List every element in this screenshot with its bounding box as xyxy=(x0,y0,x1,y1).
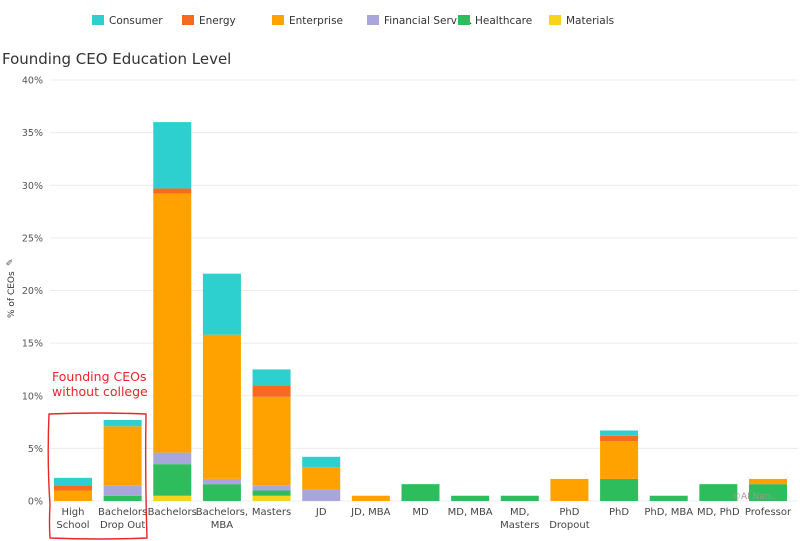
y-tick-label: 20% xyxy=(22,286,43,297)
legend[interactable]: Consumer Energy Enterprise Financial Servic… xyxy=(92,15,614,27)
y-tick-label: 30% xyxy=(22,181,43,192)
bar-segment[interactable] xyxy=(54,490,92,501)
x-tick-label: PhD xyxy=(609,507,629,518)
bar-segment[interactable] xyxy=(252,490,291,496)
bar-segment[interactable] xyxy=(153,452,192,465)
bar-segment[interactable] xyxy=(252,495,291,501)
bar-segment[interactable] xyxy=(600,441,639,479)
bar-segment[interactable] xyxy=(451,495,490,501)
x-tick-label: MD, Masters xyxy=(500,507,539,531)
y-tick-label: 35% xyxy=(22,128,43,139)
bar-segment[interactable] xyxy=(103,485,142,496)
x-tick-label: Bachelors xyxy=(148,507,197,518)
bar-segment[interactable] xyxy=(600,435,639,442)
x-tick-label: JD xyxy=(315,507,327,518)
bar-segment[interactable] xyxy=(401,484,440,501)
bar-segment[interactable] xyxy=(153,464,192,496)
bar-segment[interactable] xyxy=(749,484,787,501)
bar-segment[interactable] xyxy=(351,495,390,501)
bar-segment[interactable] xyxy=(153,495,192,501)
bar-segment[interactable] xyxy=(252,396,291,486)
bar-segment[interactable] xyxy=(302,456,341,468)
x-tick-label: Masters xyxy=(252,507,291,518)
x-tick-label: JD, MBA xyxy=(350,507,390,518)
y-tick-label: 25% xyxy=(22,233,43,244)
x-tick-label: PhD Dropout xyxy=(549,507,590,531)
y-axis: 0% 5% 10% 15% 20% 25% 30% 35% 40% xyxy=(22,76,43,508)
x-tick-label: Bachelors, MBA xyxy=(196,507,248,531)
legend-label[interactable]: Materials xyxy=(566,15,614,27)
legend-label[interactable]: Financial Servic.. xyxy=(384,15,472,27)
annotation-box xyxy=(47,412,148,540)
legend-label[interactable]: Enterprise xyxy=(289,15,343,27)
bar-segment[interactable] xyxy=(153,193,192,453)
bar-segment[interactable] xyxy=(699,484,738,501)
bar-segment[interactable] xyxy=(649,495,688,501)
bar-segment[interactable] xyxy=(302,489,341,501)
annotation: Founding CEOs without college xyxy=(47,369,148,540)
legend-swatch[interactable] xyxy=(272,15,284,25)
bar-segment[interactable] xyxy=(202,273,241,335)
bar-segment[interactable] xyxy=(54,477,92,486)
x-axis: High School Bachelors Drop OutBachelorsBach… xyxy=(56,507,792,531)
bar-segment[interactable] xyxy=(302,467,341,490)
legend-swatch[interactable] xyxy=(367,15,379,25)
legend-label[interactable]: Consumer xyxy=(109,15,163,27)
bar-segment[interactable] xyxy=(153,188,192,194)
bar-segment[interactable] xyxy=(550,478,589,501)
bar-segment[interactable] xyxy=(103,495,142,501)
bar-segment[interactable] xyxy=(252,485,291,491)
y-tick-label: 15% xyxy=(22,339,43,350)
watermark: ©AI Nan... xyxy=(732,492,779,502)
y-tick-label: 10% xyxy=(22,391,43,402)
bar-segment[interactable] xyxy=(202,334,241,479)
bar-segment[interactable] xyxy=(103,419,142,427)
y-tick-label: 0% xyxy=(28,497,43,508)
bar-segment[interactable] xyxy=(54,485,92,491)
legend-swatch[interactable] xyxy=(458,15,470,25)
bar-segment[interactable] xyxy=(600,430,639,436)
bar-segment[interactable] xyxy=(153,122,192,189)
bar-segment[interactable] xyxy=(252,369,291,386)
x-tick-label: PhD, MBA xyxy=(644,507,693,518)
bar-segment[interactable] xyxy=(103,426,142,486)
x-tick-label: MD, PhD xyxy=(697,507,740,518)
x-tick-label: Bachelors Drop Out xyxy=(98,507,147,531)
bar-segment[interactable] xyxy=(500,495,539,501)
legend-swatch[interactable] xyxy=(549,15,561,25)
bar-segment[interactable] xyxy=(252,385,291,397)
y-tick-label: 5% xyxy=(28,444,43,455)
bar-segment[interactable] xyxy=(600,478,639,501)
pin-icon[interactable]: ✎ xyxy=(6,258,16,266)
legend-swatch[interactable] xyxy=(182,15,194,25)
annotation-text: Founding CEOs without college xyxy=(52,369,148,399)
legend-label[interactable]: Energy xyxy=(199,15,236,27)
bar-segment[interactable] xyxy=(202,478,241,485)
x-tick-label: Professor xyxy=(745,507,792,518)
chart-title: Founding CEO Education Level xyxy=(2,50,231,68)
x-tick-label: MD, MBA xyxy=(448,507,493,518)
bar-segment[interactable] xyxy=(202,484,241,501)
legend-swatch[interactable] xyxy=(92,15,104,25)
y-axis-label: % of CEOs xyxy=(7,271,17,318)
y-tick-label: 40% xyxy=(22,76,43,87)
x-tick-label: High School xyxy=(56,507,89,531)
bars xyxy=(54,122,787,501)
x-tick-label: MD xyxy=(412,507,429,518)
legend-label[interactable]: Healthcare xyxy=(475,15,532,27)
bar-segment[interactable] xyxy=(749,478,787,485)
